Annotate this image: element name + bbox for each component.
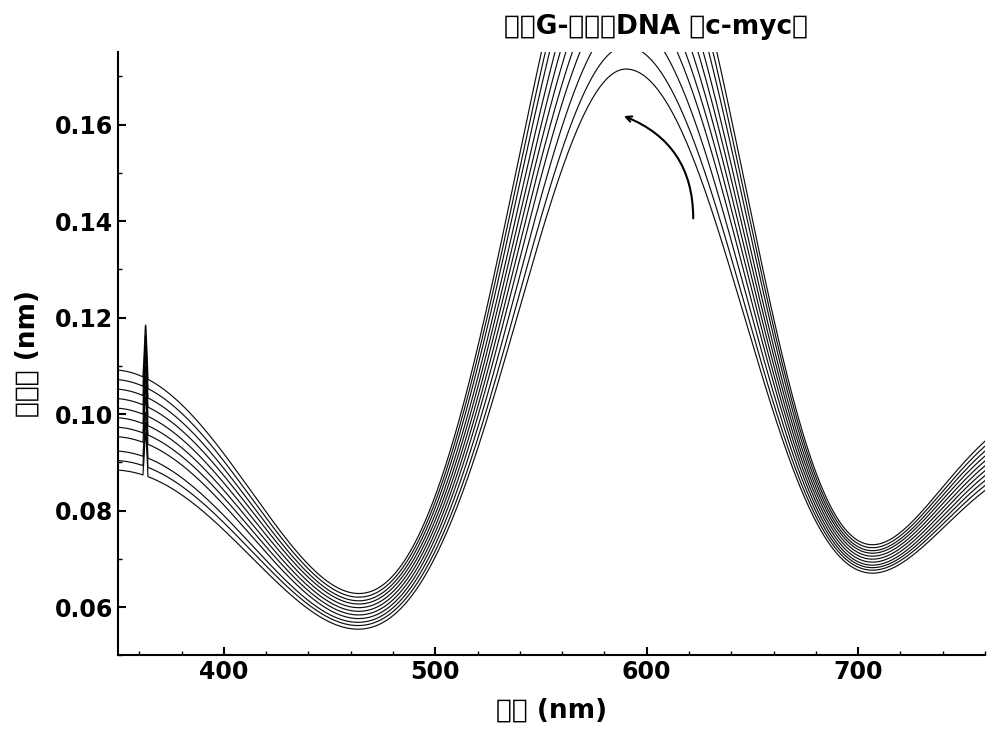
X-axis label: 波长 (nm): 波长 (nm) bbox=[496, 698, 607, 724]
Text: 平行G-四链体DNA （c-myc）: 平行G-四链体DNA （c-myc） bbox=[504, 14, 808, 41]
Y-axis label: 吸光度 (nm): 吸光度 (nm) bbox=[15, 290, 41, 418]
